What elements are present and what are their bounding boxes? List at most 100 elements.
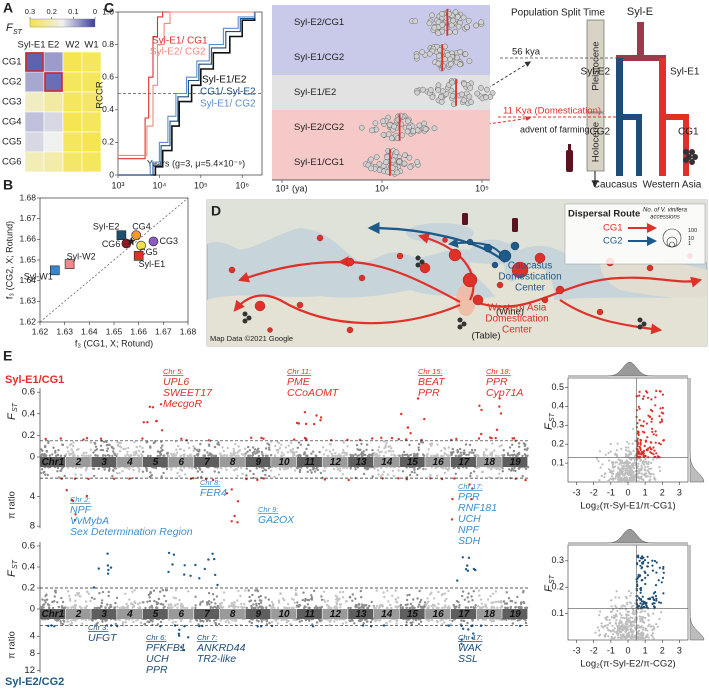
snp-dot xyxy=(59,620,62,623)
snp-dot xyxy=(114,622,117,626)
annotation-chr: Chr 17: xyxy=(458,633,483,642)
snp-dot xyxy=(251,454,254,457)
y-tick-label: 0.1 xyxy=(551,608,564,618)
snp-dot xyxy=(402,450,406,454)
snp-dot xyxy=(341,596,345,599)
snp-dot xyxy=(650,448,653,451)
snp-dot xyxy=(626,473,630,476)
heatmap-cell xyxy=(43,111,64,133)
column-label: E2 xyxy=(48,40,60,51)
heatmap-cell xyxy=(24,111,45,133)
snp-dot xyxy=(616,442,619,445)
snp-dot xyxy=(604,635,607,638)
snp-dot xyxy=(82,438,85,441)
snp-dot xyxy=(195,448,198,451)
snp-dot xyxy=(283,468,286,471)
snp-dot xyxy=(655,599,658,602)
snp-dot xyxy=(635,454,639,457)
snp-dot xyxy=(282,453,286,456)
snp-dot xyxy=(366,620,369,623)
snp-dot xyxy=(201,470,204,474)
snp-dot xyxy=(662,567,665,570)
snp-dot xyxy=(653,559,657,563)
snp-dot xyxy=(124,447,127,450)
snp-dot xyxy=(310,471,313,474)
snp-dot xyxy=(291,447,295,451)
chromosome-band xyxy=(450,457,477,467)
x-tick-label: -1 xyxy=(607,645,615,655)
snp-dot xyxy=(105,618,109,622)
snp-dot xyxy=(626,601,629,604)
snp-dot xyxy=(85,437,89,440)
snp-dot xyxy=(640,464,643,467)
snp-dot xyxy=(161,448,164,452)
chromosome-band xyxy=(425,457,451,467)
snp-dot xyxy=(322,598,326,602)
snp-dot xyxy=(655,597,658,600)
snp-dot xyxy=(603,476,606,479)
annotation-gene: MecgoR xyxy=(163,398,203,410)
chromosome-band xyxy=(65,609,91,619)
snp-dot xyxy=(114,601,117,605)
snp-dot xyxy=(90,618,94,622)
snp-dot xyxy=(640,625,643,629)
snp-dot xyxy=(638,407,641,410)
snp-dot xyxy=(298,453,301,457)
snp-dot xyxy=(445,453,449,457)
snp-dot xyxy=(447,589,450,593)
snp-dot xyxy=(371,475,374,478)
snp-dot xyxy=(201,600,204,603)
snp-dot xyxy=(437,602,440,605)
y-tick-label: 8 xyxy=(30,521,35,532)
snp-dot xyxy=(522,600,525,604)
heatmap-cell xyxy=(62,91,83,113)
snp-dot xyxy=(67,450,70,453)
snp-dot xyxy=(95,448,99,451)
snp-dot xyxy=(176,471,179,475)
swarm-dot xyxy=(422,126,429,133)
heatmap-cell xyxy=(62,131,83,153)
swarm-dot xyxy=(412,18,419,25)
snp-dot xyxy=(394,605,397,608)
snp-dot xyxy=(104,606,107,610)
swarm-dot xyxy=(468,99,474,105)
snp-dot xyxy=(461,556,464,559)
snp-dot xyxy=(354,453,357,456)
snp-dot xyxy=(511,622,515,625)
swarm-dot xyxy=(431,125,438,132)
snp-dot xyxy=(519,602,523,606)
snp-dot xyxy=(471,636,474,640)
snp-dot xyxy=(409,621,412,624)
x-tick-label: -3 xyxy=(573,487,581,497)
snp-dot xyxy=(294,592,298,595)
snp-dot xyxy=(282,618,285,621)
snp-dot xyxy=(246,450,249,453)
axis-label: π ratio xyxy=(7,631,18,659)
x-tick-label: 0 xyxy=(625,645,630,655)
snp-dot xyxy=(135,445,138,449)
snp-dot xyxy=(142,601,145,604)
snp-dot xyxy=(653,476,656,479)
snp-dot xyxy=(420,440,423,444)
snp-dot xyxy=(44,473,47,476)
swarm-dot xyxy=(369,127,375,134)
snp-dot xyxy=(328,450,332,453)
snp-dot xyxy=(455,437,458,441)
snp-dot xyxy=(632,610,635,613)
snp-dot xyxy=(345,621,348,624)
snp-dot xyxy=(525,454,528,458)
snp-dot xyxy=(60,596,63,600)
snp-dot xyxy=(397,438,400,441)
snp-dot xyxy=(646,629,649,632)
swarm-dot xyxy=(466,93,473,100)
snp-dot xyxy=(122,447,125,451)
y-axis-label: RCCR xyxy=(95,81,106,109)
annotation-gene: NPF xyxy=(458,524,480,536)
snp-dot xyxy=(452,450,455,454)
chromosome-band xyxy=(91,457,117,467)
snp-dot xyxy=(654,584,658,587)
snp-dot xyxy=(284,446,288,449)
row-label: CG3 xyxy=(2,97,22,108)
chromosome-band xyxy=(296,609,322,619)
snp-dot xyxy=(152,589,156,592)
